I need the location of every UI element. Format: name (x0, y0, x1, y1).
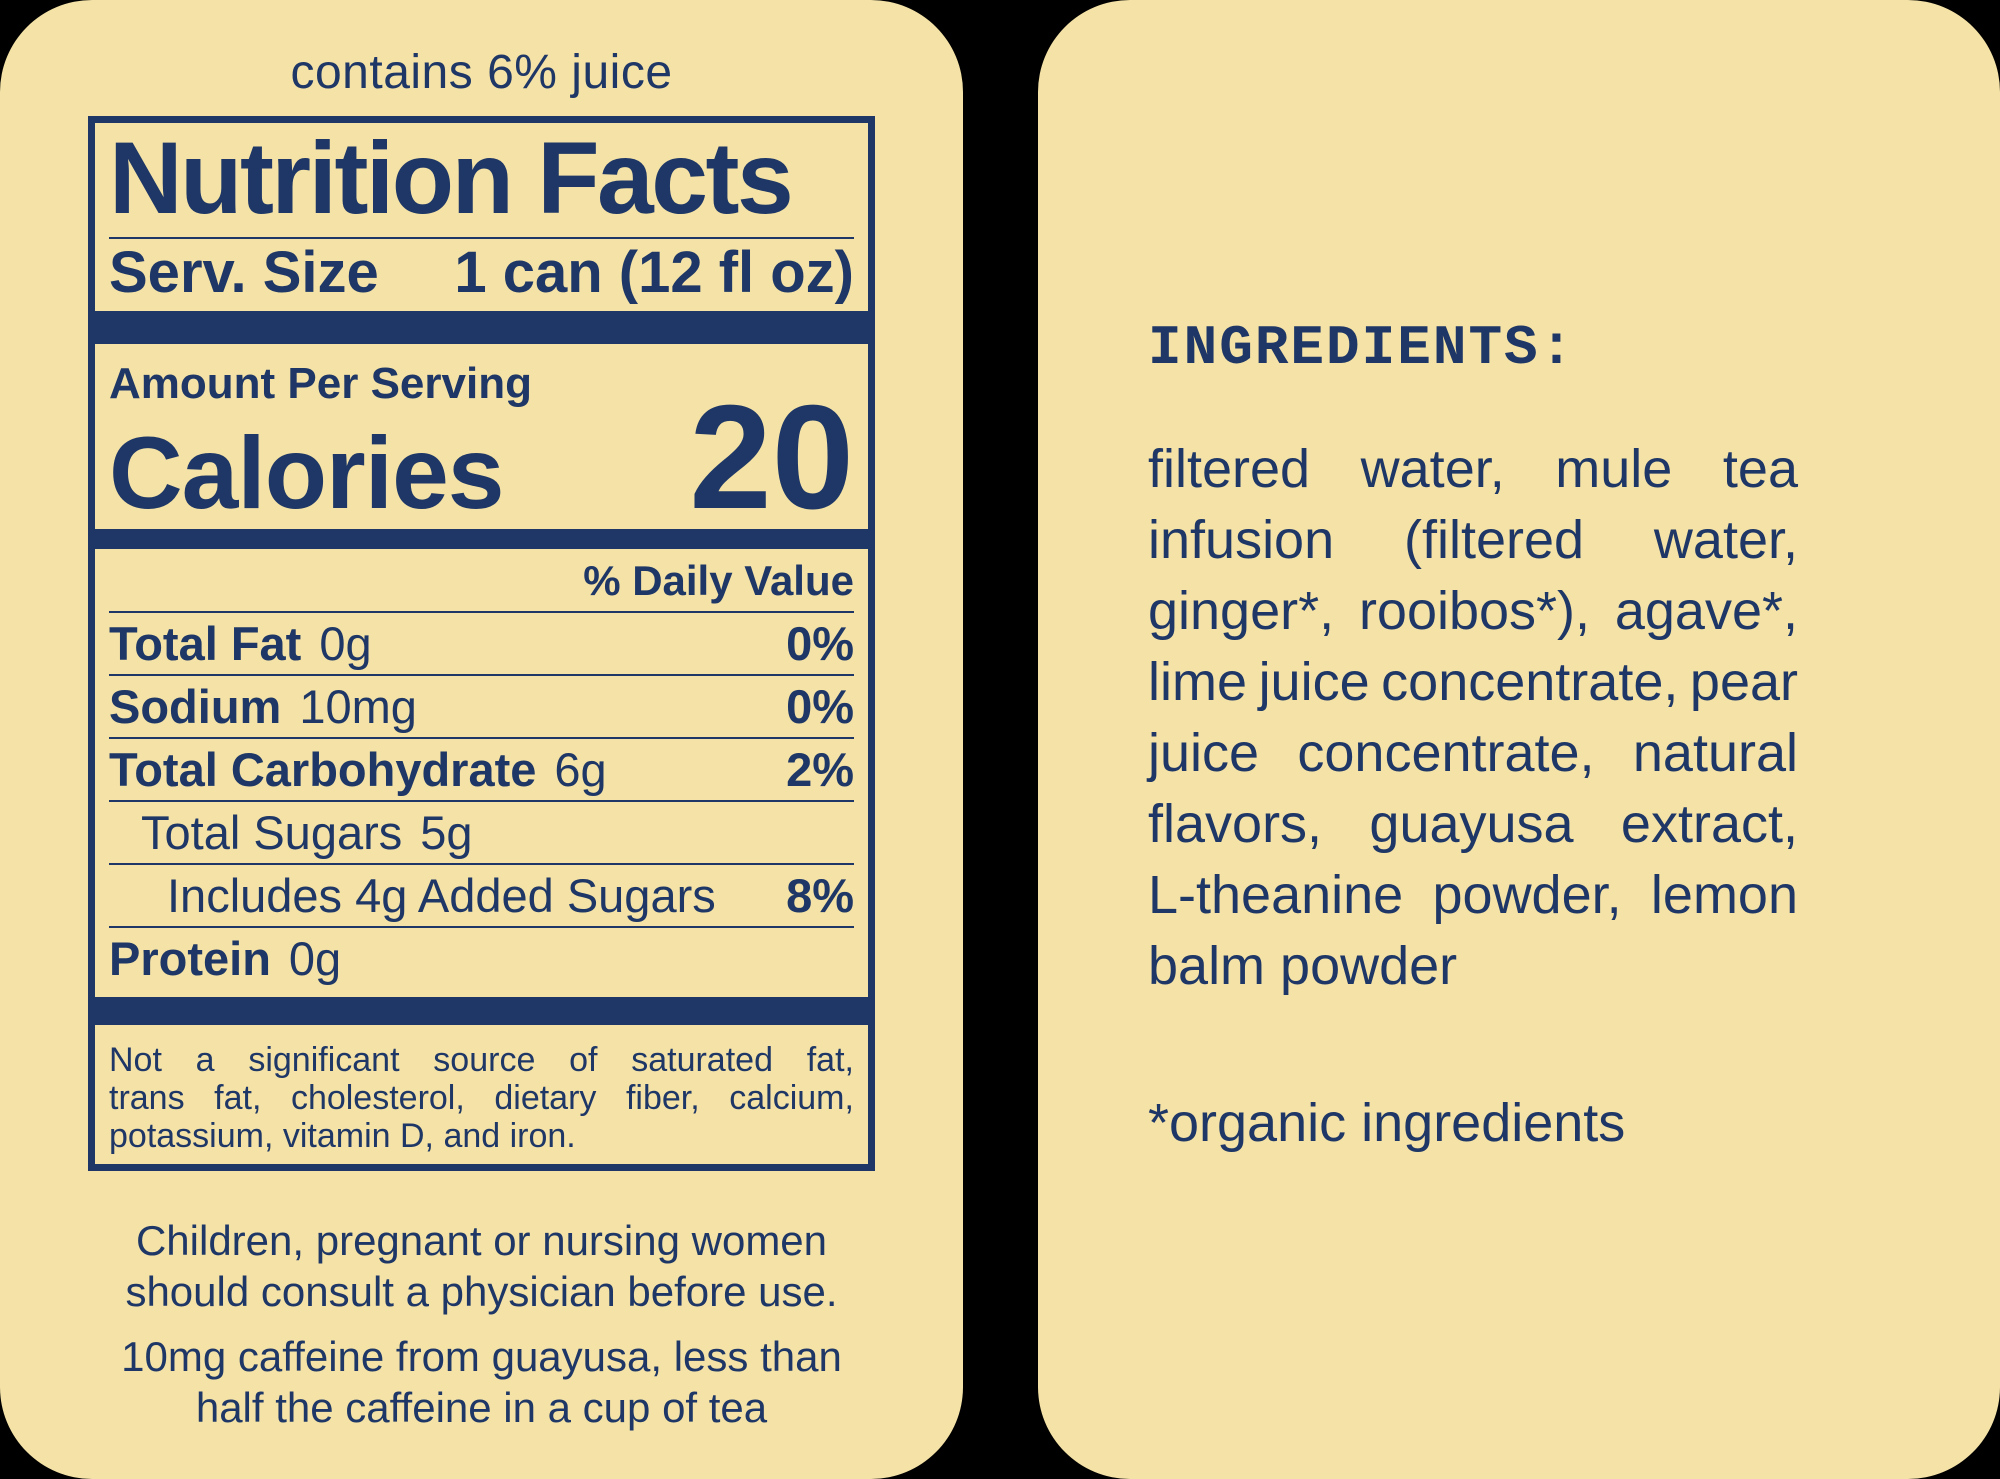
not-significant-source-note: Not a significant source of saturated fat, tran… (109, 1041, 854, 1155)
nutrient-label: Total Fat (109, 617, 302, 670)
ingredients-list: filtered water, mule tea infusion (filtered wa… (1148, 439, 1798, 996)
nutrient-row-added-sugars: Includes 4g Added Sugars 8% (109, 863, 854, 926)
nutrient-label: Total Carbohydrate (109, 743, 537, 796)
thick-divider-1 (95, 311, 868, 344)
nutrient-row-protein: Protein 0g (109, 926, 854, 989)
nutrient-daily-value: 2% (786, 743, 854, 796)
nutrient-amount: 0g (288, 932, 342, 985)
nutrition-panel: contains 6% juice Nutrition Facts Serv. … (0, 0, 963, 1479)
nutrient-daily-value: 8% (786, 869, 854, 922)
juice-content-note: contains 6% juice (290, 46, 673, 99)
nutrient-daily-value: 0% (786, 680, 854, 733)
nutrient-label: Includes 4g Added Sugars (167, 869, 716, 922)
nutrient-amount: 6g (554, 743, 607, 796)
nutrient-row-sodium: Sodium 10mg 0% (109, 674, 854, 737)
nutrition-facts-box: Nutrition Facts Serv. Size 1 can (12 fl … (88, 116, 875, 1171)
thick-divider-3 (95, 997, 868, 1025)
organic-ingredients-note: *organic ingredients (1148, 1093, 1626, 1153)
nutrient-rows: Total Fat 0g 0% Sodium 10mg 0% Total Car… (109, 611, 854, 989)
title-divider (109, 237, 854, 239)
ingredients-heading: INGREDIENTS: (1148, 316, 1576, 380)
nutrient-amount: 0g (319, 617, 372, 670)
daily-value-header: % Daily Value (583, 557, 854, 604)
nutrient-row-total-sugars: Total Sugars 5g (109, 800, 854, 863)
nutrient-amount: 10mg (299, 680, 417, 733)
nutrient-row-total-carbohydrate: Total Carbohydrate 6g 2% (109, 737, 854, 800)
nutrient-label: Total Sugars (141, 806, 403, 859)
nutrient-amount: 5g (420, 806, 473, 859)
caffeine-note: 10mg caffeine from guayusa, less than hal… (121, 1333, 842, 1431)
nutrition-facts-title: Nutrition Facts (109, 121, 794, 235)
physician-disclaimer: Children, pregnant or nursing women shoul… (125, 1217, 838, 1315)
calories-value: 20 (689, 375, 854, 540)
thick-divider-2 (95, 529, 868, 549)
serving-size-label: Serv. Size (109, 240, 379, 305)
serving-size-value: 1 can (12 fl oz) (454, 240, 854, 305)
ingredients-panel: INGREDIENTS: filtered water, mule tea infusi… (1038, 0, 2000, 1479)
nutrient-row-total-fat: Total Fat 0g 0% (109, 611, 854, 674)
nutrient-label: Sodium (109, 680, 282, 733)
nutrient-label: Protein (109, 932, 271, 985)
nutrient-daily-value: 0% (786, 617, 854, 670)
amount-per-serving-label: Amount Per Serving (109, 359, 532, 408)
serving-size-row: Serv. Size 1 can (12 fl oz) (109, 241, 854, 305)
calories-row: Calories 20 (109, 375, 854, 540)
calories-label: Calories (109, 416, 505, 530)
